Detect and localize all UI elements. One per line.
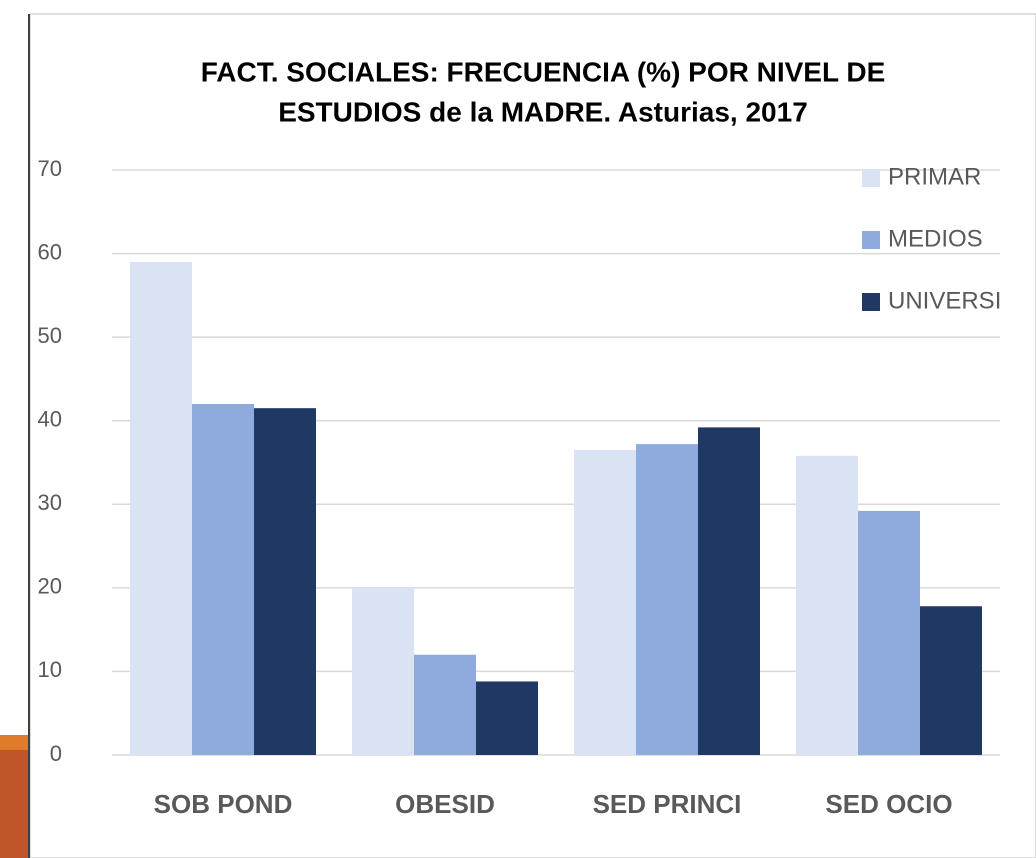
legend-swatch	[862, 169, 880, 187]
chart-title: ESTUDIOS de la MADRE. Asturias, 2017	[278, 96, 808, 127]
bar	[352, 587, 414, 755]
bar	[192, 404, 254, 755]
x-tick-label: SED OCIO	[825, 789, 952, 819]
bar	[254, 408, 316, 755]
y-tick-label: 60	[38, 239, 62, 264]
bar	[476, 681, 538, 755]
bar	[858, 510, 920, 755]
legend-label: PRIMAR	[888, 163, 981, 190]
decoration	[0, 735, 30, 858]
bar	[414, 654, 476, 755]
y-tick-label: 50	[38, 323, 62, 348]
legend-label: MEDIOS	[888, 225, 983, 252]
y-tick-label: 20	[38, 574, 62, 599]
x-tick-label: SED PRINCI	[593, 789, 742, 819]
y-tick-label: 40	[38, 407, 62, 432]
bar	[920, 606, 982, 755]
x-tick-label: OBESID	[395, 789, 495, 819]
x-tick-label: SOB POND	[154, 789, 293, 819]
bar	[698, 427, 760, 755]
bar	[636, 444, 698, 755]
y-tick-label: 70	[38, 156, 62, 181]
y-tick-label: 0	[50, 741, 62, 766]
legend-label: UNIVERSI	[888, 287, 1001, 314]
bar	[796, 455, 858, 755]
bar	[574, 449, 636, 755]
legend-swatch	[862, 231, 880, 249]
bar	[130, 261, 192, 755]
y-tick-label: 30	[38, 490, 62, 515]
y-tick-label: 10	[38, 657, 62, 682]
legend-swatch	[862, 293, 880, 311]
decoration	[0, 735, 30, 750]
chart-title: FACT. SOCIALES: FRECUENCIA (%) POR NIVEL…	[201, 56, 886, 87]
